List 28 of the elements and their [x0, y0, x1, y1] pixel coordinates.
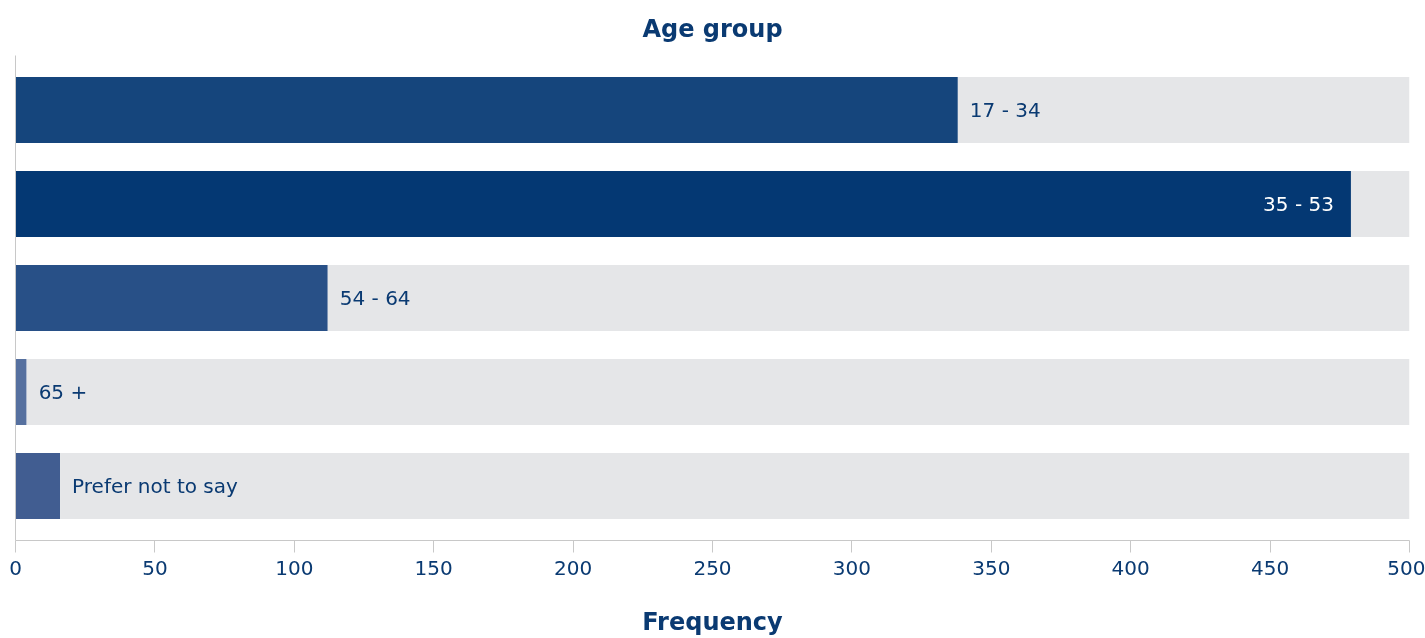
- x-tick-label: 250: [693, 555, 732, 580]
- bar: [327, 265, 1410, 331]
- x-tick-label: 450: [1251, 555, 1290, 580]
- y-tick-label: Prefer not to say: [72, 473, 239, 498]
- x-tick-label: 400: [1111, 555, 1150, 580]
- bar: [60, 453, 1410, 519]
- y-tick-label: 35 - 53: [1263, 192, 1334, 217]
- bar: [1350, 171, 1410, 237]
- x-tick-label: 100: [275, 555, 314, 580]
- x-tick-label: 0: [9, 555, 22, 580]
- x-axis-title: Frequency: [642, 607, 784, 636]
- bar: [15, 453, 61, 519]
- bar: [15, 171, 1351, 237]
- bar: [15, 265, 328, 331]
- x-tick-label: 500: [1387, 555, 1425, 580]
- x-tick-label: 200: [554, 555, 593, 580]
- x-tick-label: 350: [972, 555, 1011, 580]
- bar: [26, 359, 1410, 425]
- y-tick-label: 65 +: [38, 379, 88, 404]
- x-tick-label: 150: [414, 555, 453, 580]
- x-tick-label: 50: [142, 555, 168, 580]
- bar: [15, 359, 27, 425]
- bar: [15, 77, 958, 143]
- bar: [957, 77, 1410, 143]
- y-tick-label: 54 - 64: [339, 286, 411, 310]
- chart-title: Age group: [642, 15, 783, 43]
- x-tick-label: 300: [832, 555, 871, 580]
- y-tick-label: 17 - 34: [969, 98, 1041, 123]
